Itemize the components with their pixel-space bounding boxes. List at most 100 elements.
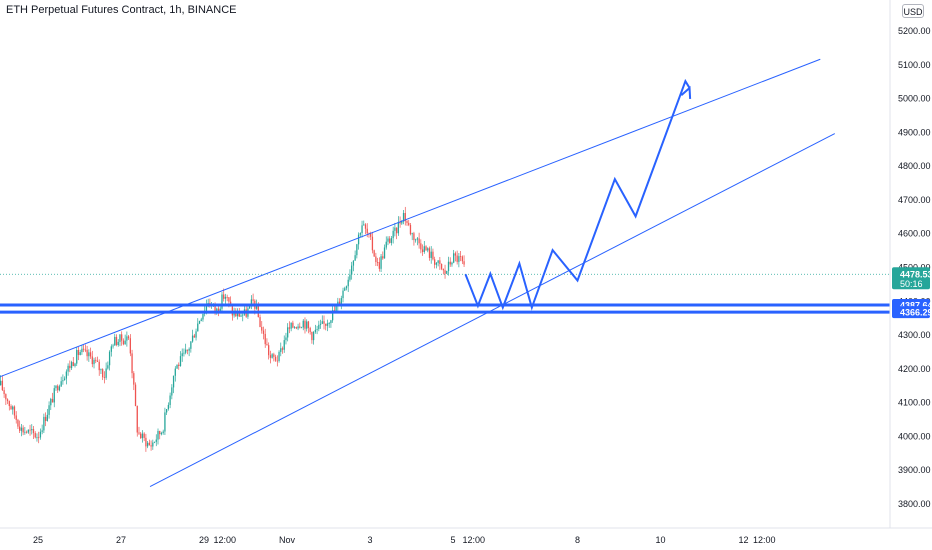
time-tick-label: 29 — [199, 535, 209, 545]
channel-upper-line[interactable] — [0, 58, 821, 387]
price-tick-label: 4800.00 — [898, 161, 931, 171]
candle-body — [375, 256, 377, 263]
candle-body — [84, 349, 87, 351]
candle-body — [219, 308, 221, 312]
candle-body — [295, 327, 297, 329]
last-price-badge — [892, 267, 930, 290]
candle-body — [440, 263, 443, 269]
candle-body — [458, 256, 460, 262]
time-axis[interactable]: 25 27 29 12:00 Nov 3 5 12:00 8 10 12 12:00 — [0, 527, 932, 545]
candle-body — [136, 405, 138, 433]
candle-body — [361, 225, 363, 234]
time-tick-label: 10 — [655, 535, 665, 545]
candle-body — [124, 340, 126, 345]
candle-body — [89, 352, 92, 357]
candle-body — [323, 321, 325, 324]
candle-body — [447, 261, 450, 271]
candle-body — [77, 350, 80, 355]
candle-body — [278, 351, 280, 361]
candle-body — [319, 323, 322, 325]
candle-body — [148, 442, 151, 446]
candle-body — [240, 315, 242, 317]
candle-body — [190, 341, 192, 349]
candle-body — [434, 259, 436, 265]
candle-body — [312, 331, 315, 341]
candle-body — [283, 340, 285, 350]
candle-body — [20, 427, 23, 431]
candle-body — [435, 262, 438, 265]
candle-body — [166, 409, 168, 413]
candle-body — [178, 364, 180, 367]
candle-body — [261, 326, 263, 331]
candle-body — [34, 433, 36, 438]
time-tick-label: 12:00 — [753, 535, 776, 545]
candle-body — [74, 363, 76, 367]
candle-body — [252, 299, 254, 301]
candle-body — [195, 331, 197, 338]
candle-body — [55, 385, 57, 389]
candle-body — [15, 415, 17, 420]
candle-body — [316, 329, 318, 330]
candle-body — [418, 238, 420, 244]
candle-body — [134, 384, 137, 406]
candle-body — [86, 349, 88, 357]
candle-body — [276, 360, 278, 362]
level-price-badge[interactable] — [892, 306, 930, 319]
price-tick-label: 5200.00 — [898, 26, 931, 36]
candle-body — [83, 348, 85, 350]
candle-body — [223, 294, 225, 299]
candle-body — [160, 432, 163, 435]
time-tick-label: 25 — [33, 535, 43, 545]
candle-body — [205, 304, 208, 311]
candle-body — [432, 251, 434, 260]
candle-body — [129, 338, 131, 354]
time-tick-label: 8 — [575, 535, 580, 545]
price-tick-label: 4600.00 — [898, 229, 931, 239]
drawings-layer[interactable] — [0, 58, 890, 488]
candle-body — [38, 437, 40, 439]
candle-body — [292, 322, 294, 328]
projection-path[interactable] — [464, 78, 691, 311]
candle-body — [96, 360, 99, 362]
candle-body — [176, 364, 178, 369]
candle-body — [48, 405, 50, 415]
candle-body — [8, 401, 10, 407]
candle-body — [402, 212, 405, 222]
candle-body — [421, 249, 424, 252]
candle-body — [340, 298, 342, 305]
price-axis[interactable]: 3800.00 3900.00 4000.00 4100.00 4200.00 4300.… — [889, 0, 932, 528]
candle-body — [172, 375, 175, 388]
candle-body — [141, 433, 144, 439]
candle-body — [98, 361, 100, 371]
candle-body — [228, 297, 230, 302]
candle-body — [155, 439, 157, 442]
candle-body — [268, 345, 270, 356]
candle-body — [233, 312, 235, 316]
candle-body — [76, 350, 78, 364]
candle-body — [202, 313, 204, 320]
candle-body — [69, 365, 71, 369]
candle-body — [311, 331, 313, 341]
last-price-label: 4478.53 — [900, 269, 932, 279]
candle-body — [423, 246, 425, 252]
candle-body — [133, 373, 135, 385]
channel-lower-line[interactable] — [149, 133, 836, 488]
candle-body — [274, 356, 277, 361]
candle-body — [138, 432, 140, 434]
candle-body — [413, 233, 415, 241]
candle-body — [306, 321, 308, 329]
candle-body — [380, 256, 382, 269]
candle-body — [250, 299, 253, 305]
candle-body — [255, 305, 258, 309]
candle-body — [262, 330, 265, 334]
candle-body — [351, 265, 353, 275]
candle-body — [95, 359, 97, 361]
candle-body — [354, 255, 356, 261]
currency-button[interactable]: USD — [902, 4, 924, 18]
candle-body — [390, 238, 393, 243]
candle-body — [299, 326, 301, 328]
candle-body — [143, 433, 145, 438]
candle-body — [304, 320, 306, 329]
candle-body — [224, 296, 227, 299]
